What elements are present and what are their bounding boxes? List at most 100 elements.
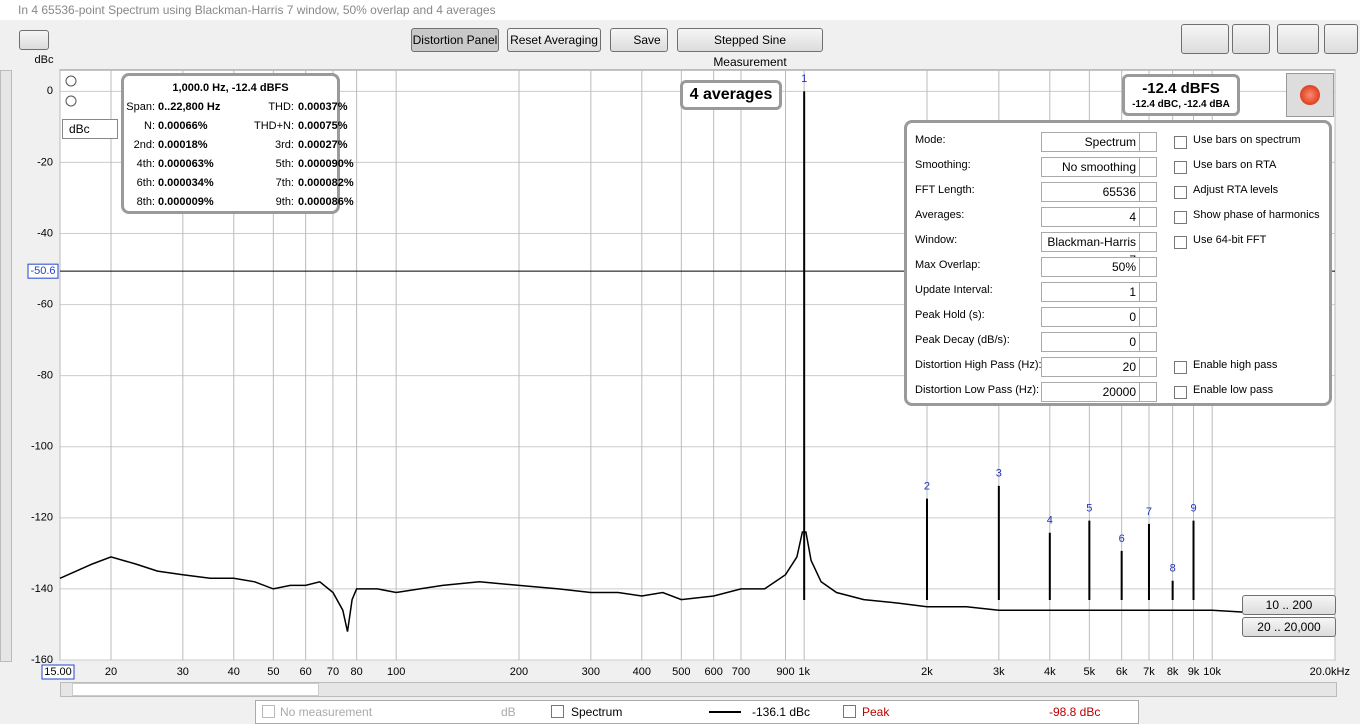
x-tick-label: 3k <box>993 666 1005 678</box>
dropdown-arrow <box>1139 382 1157 402</box>
setting-field[interactable]: 20000 <box>1041 382 1157 402</box>
view-button[interactable] <box>1277 24 1319 54</box>
h-scrollbar <box>60 682 1337 697</box>
legend-text: No measurement <box>280 705 373 719</box>
setting-field[interactable]: 20 <box>1041 357 1157 377</box>
setting-label: Window: <box>915 234 958 246</box>
level-main: -12.4 dBFS <box>1142 80 1220 97</box>
averages-box: 4 averages <box>680 80 782 110</box>
h-scroll-thumb[interactable] <box>72 683 319 696</box>
cursor-label: -50.6 <box>30 265 55 277</box>
setting-field[interactable]: No smoothing <box>1041 157 1157 177</box>
view-button[interactable] <box>1181 24 1229 54</box>
setting-field[interactable]: 0 <box>1041 307 1157 327</box>
checkbox[interactable] <box>843 705 856 718</box>
checkbox[interactable] <box>1174 186 1187 199</box>
toolbar-button[interactable]: Reset Averaging <box>507 28 601 52</box>
x-tick-label: 8k <box>1167 666 1179 678</box>
distortion-value: 0.000063% <box>158 158 214 170</box>
window-title: In 4 65536-point Spectrum using Blackman… <box>18 3 496 17</box>
toolbar-button[interactable]: Save <box>610 28 668 52</box>
dropdown-arrow <box>1139 207 1157 227</box>
setting-field[interactable]: 0 <box>1041 332 1157 352</box>
dropdown-arrow <box>1139 307 1157 327</box>
view-button[interactable] <box>1232 24 1270 54</box>
setting-field[interactable]: 4 <box>1041 207 1157 227</box>
x-tick-label: 80 <box>350 666 362 678</box>
checkbox[interactable] <box>1174 361 1187 374</box>
setting-field[interactable]: 65536 <box>1041 182 1157 202</box>
checkbox-label: Use 64-bit FFT <box>1193 234 1267 246</box>
title-bar <box>0 0 1360 20</box>
x-tick-label: 20 <box>105 666 117 678</box>
distortion-value: 0.000086% <box>298 196 354 208</box>
legend-text: -98.8 dBc <box>1049 705 1101 719</box>
y-tick-label: -100 <box>31 441 53 453</box>
y-tick-label: -140 <box>31 583 53 595</box>
setting-label: FFT Length: <box>915 184 975 196</box>
x-tick-label: 9k <box>1188 666 1200 678</box>
distortion-label: 7th: <box>275 177 294 189</box>
distortion-label: N: <box>144 120 155 132</box>
view-button[interactable] <box>1324 24 1358 54</box>
y-unit: dBc <box>35 54 54 66</box>
dropdown-arrow <box>1139 132 1157 152</box>
checkbox[interactable] <box>1174 161 1187 174</box>
dropdown-arrow <box>1139 257 1157 277</box>
distortion-value: 0.00037% <box>298 101 348 113</box>
legend-line <box>709 711 741 713</box>
x-tick-label: 300 <box>582 666 600 678</box>
x-tick-label: 15.00 <box>44 666 72 678</box>
checkbox[interactable] <box>1174 386 1187 399</box>
distortion-value: 0.00066% <box>158 120 208 132</box>
toolbar-button[interactable]: Distortion Panel <box>411 28 499 52</box>
x-start-box <box>41 664 75 680</box>
x-tick-label: 700 <box>732 666 750 678</box>
checkbox[interactable] <box>1174 136 1187 149</box>
checkbox[interactable] <box>551 705 564 718</box>
legend-text: Spectrum <box>571 705 623 719</box>
y-tick-label: -80 <box>37 370 53 382</box>
harmonic-label: 4 <box>1047 515 1053 527</box>
zoom-icon <box>65 75 77 87</box>
distortion-label: 4th: <box>136 158 155 170</box>
setting-label: Peak Decay (dB/s): <box>915 334 1010 346</box>
x-tick-label: 600 <box>704 666 722 678</box>
dropdown-arrow <box>1139 282 1157 302</box>
camera-button[interactable] <box>19 30 49 50</box>
y-tick-label: -120 <box>31 512 53 524</box>
setting-field[interactable]: 50% <box>1041 257 1157 277</box>
x-tick-label: 4k <box>1044 666 1056 678</box>
range-button[interactable]: 20 .. 20,000 <box>1242 617 1336 637</box>
y-tick-label: -60 <box>37 298 53 310</box>
setting-field[interactable]: Spectrum <box>1041 132 1157 152</box>
y-tick-label: -40 <box>37 227 53 239</box>
harmonic-label: 2 <box>924 481 930 493</box>
setting-label: Averages: <box>915 209 965 221</box>
distortion-label: THD: <box>268 101 294 113</box>
x-tick-label: 30 <box>177 666 189 678</box>
checkbox[interactable] <box>1174 236 1187 249</box>
checkbox[interactable] <box>1174 211 1187 224</box>
level-box: -12.4 dBFS -12.4 dBC, -12.4 dBA <box>1122 74 1240 116</box>
setting-field[interactable]: 1 <box>1041 282 1157 302</box>
record-button[interactable] <box>1286 73 1334 117</box>
distortion-panel: 1,000.0 Hz, -12.4 dBFS Span: 0..22,800 Hz T… <box>121 73 354 214</box>
harmonic-label: 1 <box>801 73 807 85</box>
setting-label: Update Interval: <box>915 284 993 296</box>
harmonic-label: 8 <box>1170 563 1176 575</box>
x-tick-label: 70 <box>327 666 339 678</box>
cursor-box <box>27 263 59 279</box>
distortion-value: 0.00075% <box>298 120 348 132</box>
toolbar-button[interactable]: Stepped Sine Measurement <box>677 28 823 69</box>
x-tick-label: 10k <box>1203 666 1221 678</box>
x-tick-label: 500 <box>672 666 690 678</box>
unit-select[interactable]: dBc <box>62 119 118 139</box>
setting-label: Peak Hold (s): <box>915 309 985 321</box>
range-button[interactable]: 10 .. 200 <box>1242 595 1336 615</box>
distortion-label: THD+N: <box>253 120 294 132</box>
checkbox[interactable] <box>262 705 275 718</box>
legend-bar: No measurement dB Spectrum -136.1 dBc Peak -9… <box>255 700 1139 724</box>
zoom-icon <box>65 95 77 107</box>
harmonic-label: 5 <box>1086 503 1092 515</box>
